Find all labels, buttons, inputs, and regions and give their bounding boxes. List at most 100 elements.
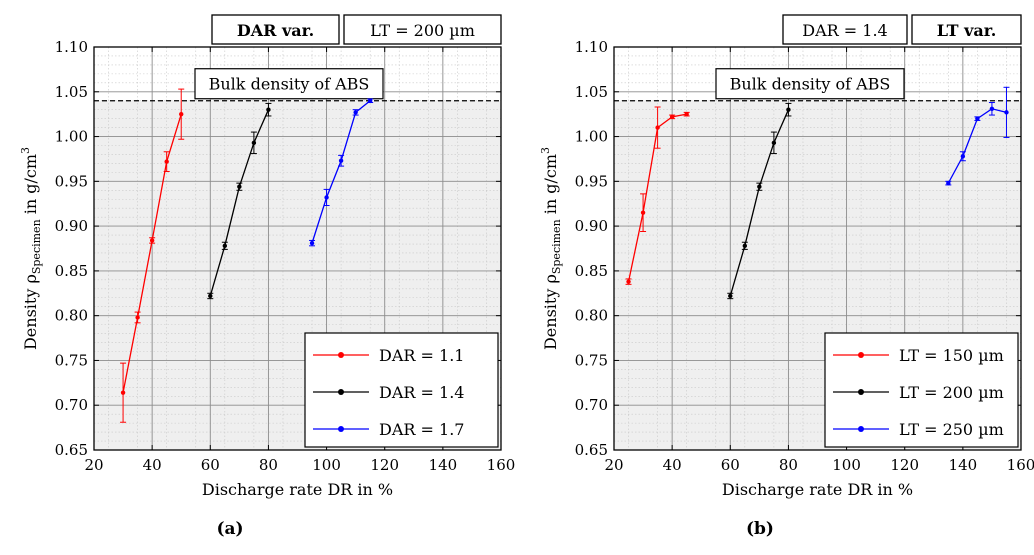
y-tick-label: 0.75 (575, 351, 608, 369)
data-point (367, 98, 373, 103)
plot-frame (613, 46, 1022, 451)
legend-label: LT = 150 µm (899, 346, 1004, 365)
data-point (135, 315, 140, 320)
legend-swatch-marker (338, 426, 344, 432)
minor-grid (614, 47, 1021, 450)
y-tick-label: 0.65 (575, 441, 608, 459)
x-tick-label: 100 (832, 456, 861, 474)
data-point (771, 140, 777, 146)
data-point (655, 125, 660, 130)
data-point (179, 111, 184, 117)
annotation-box (715, 68, 905, 100)
x-tick-label: 120 (370, 456, 399, 474)
legend-swatch-marker (858, 352, 864, 358)
x-tick-label: 140 (949, 456, 978, 474)
y-label-superscript: 3 (539, 147, 552, 154)
header-box-text: DAR var. (237, 21, 314, 40)
y-tick-label: 0.65 (55, 441, 88, 459)
series-2 (945, 86, 1010, 186)
data-point (946, 180, 951, 186)
legend-swatch-marker (858, 389, 864, 395)
y-axis-label: Density ρSpecimen in g/cm3 (539, 147, 563, 350)
chart-panel-0: 20 40 60 80 100 120 140 160 0.65 0.70 0.75 0.80 0.85… (19, 14, 516, 539)
legend: LT = 150 µm LT = 200 µm LT = 250 µm (824, 332, 1019, 448)
y-tick-label: 0.95 (55, 172, 88, 190)
data-point (975, 116, 980, 121)
data-point (237, 184, 242, 189)
x-tick-label: 140 (429, 456, 458, 474)
data-point (728, 293, 733, 299)
y-label-subscript: Specimen (550, 219, 563, 274)
legend-label: LT = 200 µm (899, 383, 1004, 402)
x-tick-label: 100 (312, 456, 341, 474)
x-tick-label: 120 (890, 456, 919, 474)
data-point (251, 140, 257, 146)
data-point (960, 154, 966, 159)
data-point (989, 106, 995, 111)
y-tick-label: 0.85 (55, 262, 88, 280)
legend: DAR = 1.1 DAR = 1.4 DAR = 1.7 (304, 332, 499, 448)
legend-swatch-marker (338, 352, 344, 358)
legend-swatch-marker (338, 389, 344, 395)
data-point (266, 107, 271, 112)
y-axis-label: Density ρSpecimen in g/cm3 (19, 147, 43, 350)
data-point (353, 110, 358, 115)
x-tick-label: 60 (201, 456, 220, 474)
legend-label: DAR = 1.4 (379, 383, 464, 402)
series-0 (625, 106, 690, 285)
series-1 (727, 102, 792, 300)
y-tick-label: 0.95 (575, 172, 608, 190)
data-point (640, 210, 646, 215)
data-point (149, 238, 155, 243)
y-tick-label: 1.00 (575, 128, 608, 146)
annotation-box (194, 68, 384, 100)
y-label-tail: in g/cm (21, 154, 40, 219)
data-point (742, 243, 748, 249)
header-box (782, 14, 908, 45)
header-box-text: LT var. (937, 21, 997, 40)
y-label-superscript: 3 (19, 147, 32, 154)
legend-box (824, 332, 1019, 448)
y-tick-label: 0.80 (55, 307, 88, 325)
y-label-subscript: Specimen (30, 219, 43, 274)
data-point (324, 195, 329, 200)
y-tick-label: 1.10 (575, 38, 608, 56)
x-tick-label: 20 (604, 456, 623, 474)
x-tick-label: 40 (663, 456, 682, 474)
x-tick-label: 160 (487, 456, 516, 474)
x-tick-label: 160 (1007, 456, 1034, 474)
data-point (1004, 110, 1009, 115)
data-point (757, 184, 762, 189)
x-tick-label: 80 (259, 456, 278, 474)
data-point (684, 111, 689, 117)
panel-caption: (a) (216, 519, 243, 539)
series-2 (309, 98, 374, 247)
header-box (211, 14, 340, 45)
data-point (338, 158, 344, 163)
y-label-main: Density ρ (541, 274, 560, 350)
y-tick-label: 1.05 (575, 83, 608, 101)
y-label-tail: in g/cm (541, 154, 560, 219)
data-point (626, 279, 631, 284)
data-point (669, 114, 675, 120)
legend-label: DAR = 1.1 (379, 346, 464, 365)
data-point (222, 243, 228, 249)
series-0 (120, 88, 185, 423)
x-tick-label: 60 (721, 456, 740, 474)
y-tick-label: 0.80 (575, 307, 608, 325)
legend-label: DAR = 1.7 (379, 420, 464, 439)
chart-panel-1: 20 40 60 80 100 120 140 160 0.65 0.70 0.75 0.80 0.85… (539, 14, 1034, 539)
header-box (343, 14, 502, 45)
legend-label: LT = 250 µm (899, 420, 1004, 439)
y-tick-label: 0.75 (55, 351, 88, 369)
y-tick-label: 0.70 (575, 396, 608, 414)
data-point (309, 240, 315, 246)
y-tick-label: 1.00 (55, 128, 88, 146)
x-tick-label: 40 (143, 456, 162, 474)
y-label-main: Density ρ (21, 274, 40, 350)
header-box-text: LT = 200 µm (370, 21, 475, 40)
y-tick-label: 1.10 (55, 38, 88, 56)
header-box (911, 14, 1022, 45)
x-tick-label: 20 (84, 456, 103, 474)
